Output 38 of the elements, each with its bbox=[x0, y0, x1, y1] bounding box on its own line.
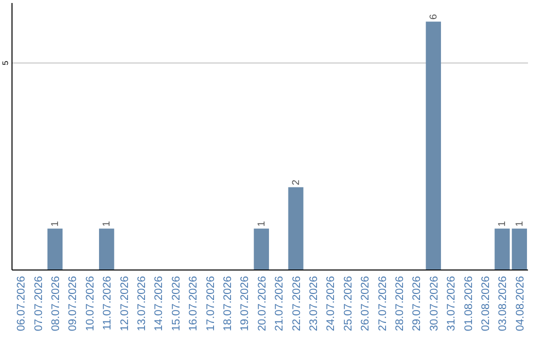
x-tick-label: 22.07.2026 bbox=[290, 276, 303, 332]
x-tick-label: 01.08.2026 bbox=[462, 276, 475, 332]
x-tick-label: 09.07.2026 bbox=[67, 276, 80, 332]
x-tick-label: 07.07.2026 bbox=[32, 276, 45, 332]
x-tick-label: 23.07.2026 bbox=[308, 276, 320, 332]
x-tick-label: 16.07.2026 bbox=[188, 276, 200, 332]
x-tick-label: 10.07.2026 bbox=[84, 276, 96, 332]
x-tick-label: 29.07.2026 bbox=[411, 276, 424, 332]
x-tick-label: 03.08.2026 bbox=[497, 276, 510, 332]
data-label: 2 bbox=[290, 179, 302, 186]
x-tick-label: 26.07.2026 bbox=[360, 276, 372, 332]
data-label: 1 bbox=[497, 220, 508, 227]
x-tick-label: 08.07.2026 bbox=[50, 276, 62, 332]
x-tick-label: 20.07.2026 bbox=[256, 276, 268, 332]
data-label: 1 bbox=[50, 220, 61, 227]
y-tick-label: 5 bbox=[1, 60, 10, 66]
x-tick-label: 19.07.2026 bbox=[239, 276, 252, 332]
data-label: 1 bbox=[102, 220, 113, 227]
data-label: 1 bbox=[256, 220, 268, 227]
x-tick-label: 04.08.2026 bbox=[514, 276, 526, 332]
x-tick-label: 12.07.2026 bbox=[118, 276, 131, 332]
x-tick-label: 24.07.2026 bbox=[325, 276, 338, 332]
x-tick-label: 17.07.2026 bbox=[204, 276, 217, 332]
x-tick-label: 31.07.2026 bbox=[446, 276, 458, 332]
x-tick-label: 14.07.2026 bbox=[153, 276, 166, 332]
x-tick-label: 13.07.2026 bbox=[136, 276, 148, 332]
x-tick-label: 11.07.2026 bbox=[102, 276, 114, 330]
data-label: 1 bbox=[514, 220, 526, 227]
x-tick-label: 21.07.2026 bbox=[274, 276, 286, 332]
x-tick-label: 27.07.2026 bbox=[376, 276, 389, 332]
x-tick-label: 30.07.2026 bbox=[428, 276, 440, 332]
x-tick-label: 28.07.2026 bbox=[394, 276, 406, 332]
x-tick-label: 18.07.2026 bbox=[222, 276, 234, 332]
x-tick-label: 02.08.2026 bbox=[480, 276, 492, 332]
x-tick-label: 25.07.2026 bbox=[342, 276, 354, 332]
data-label: 6 bbox=[428, 14, 440, 20]
x-tick-label: 06.07.2026 bbox=[16, 276, 28, 332]
x-tick-label: 15.07.2026 bbox=[170, 276, 182, 332]
